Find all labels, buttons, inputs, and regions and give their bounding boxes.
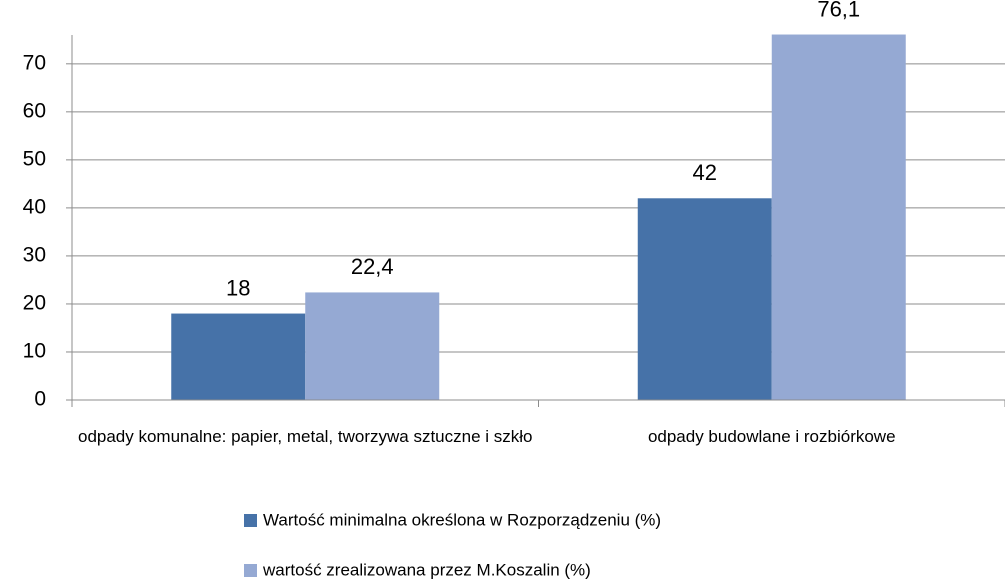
y-tick-label: 10: [23, 340, 46, 363]
legend-label: Wartość minimalna określona w Rozporządz…: [263, 510, 661, 529]
y-tick-label: 60: [23, 99, 46, 122]
x-tick-label: odpady budowlane i rozbiórkowe: [647, 427, 896, 446]
value-label: 42: [693, 160, 717, 185]
y-tick-label: 50: [23, 147, 46, 170]
y-tick-label: 0: [34, 388, 46, 411]
y-tick-label: 40: [23, 195, 46, 218]
legend-swatch: [244, 564, 257, 577]
legend-swatch: [244, 514, 257, 527]
bar: [637, 198, 772, 400]
bar: [771, 34, 906, 400]
bar: [171, 313, 306, 400]
y-tick-label: 20: [23, 291, 46, 314]
x-tick-label: odpady komunalne: papier, metal, tworzyw…: [77, 427, 533, 446]
bar: [305, 292, 440, 400]
value-label: 18: [226, 275, 250, 300]
legend-label: wartość zrealizowana przez M.Koszalin (%…: [262, 560, 591, 579]
y-tick-label: 70: [23, 51, 46, 74]
value-label: 22,4: [351, 254, 394, 279]
value-label: 76,1: [817, 0, 860, 21]
y-tick-label: 30: [23, 243, 46, 266]
